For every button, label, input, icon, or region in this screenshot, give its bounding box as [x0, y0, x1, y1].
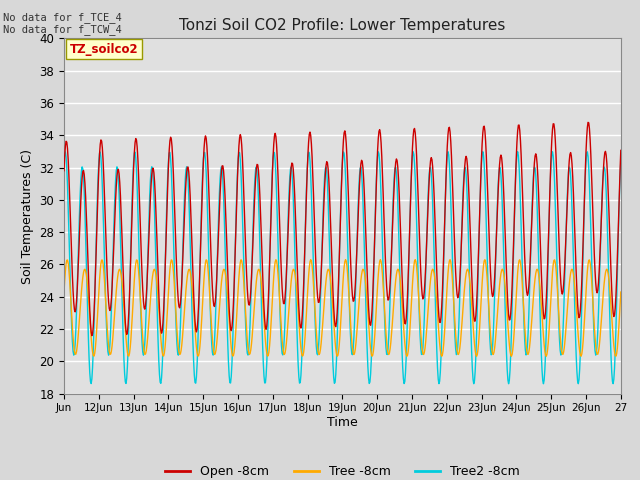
Tree2 -8cm — [398, 347, 406, 353]
Line: Tree -8cm: Tree -8cm — [64, 260, 621, 356]
Tree -8cm — [484, 284, 492, 290]
Open -8cm — [399, 288, 406, 294]
Legend: Open -8cm, Tree -8cm, Tree2 -8cm: Open -8cm, Tree -8cm, Tree2 -8cm — [159, 460, 525, 480]
Tree -8cm — [473, 353, 481, 359]
Open -8cm — [60, 168, 68, 174]
Tree2 -8cm — [540, 381, 547, 386]
Open -8cm — [415, 233, 423, 239]
Tree -8cm — [94, 301, 102, 307]
Line: Tree2 -8cm: Tree2 -8cm — [64, 152, 621, 384]
Tree -8cm — [399, 310, 406, 316]
Tree -8cm — [617, 289, 625, 295]
Y-axis label: Soil Temperatures (C): Soil Temperatures (C) — [20, 148, 34, 284]
Line: Open -8cm: Open -8cm — [64, 122, 621, 336]
Open -8cm — [540, 316, 548, 322]
Tree2 -8cm — [541, 367, 548, 373]
Tree -8cm — [376, 257, 384, 263]
Text: No data for f_TCE_4
No data for f_TCW_4: No data for f_TCE_4 No data for f_TCW_4 — [3, 12, 122, 36]
Tree -8cm — [415, 307, 423, 313]
Tree -8cm — [384, 350, 392, 356]
Text: TZ_soilco2: TZ_soilco2 — [70, 43, 138, 56]
Tree -8cm — [60, 289, 68, 295]
Tree2 -8cm — [60, 159, 68, 165]
X-axis label: Time: Time — [327, 416, 358, 429]
Open -8cm — [88, 333, 96, 338]
Open -8cm — [584, 120, 592, 125]
Tree -8cm — [541, 348, 548, 354]
Open -8cm — [617, 147, 625, 153]
Tree2 -8cm — [483, 247, 491, 253]
Tree2 -8cm — [617, 159, 625, 165]
Open -8cm — [384, 297, 392, 303]
Tree2 -8cm — [479, 149, 486, 155]
Open -8cm — [95, 166, 102, 171]
Title: Tonzi Soil CO2 Profile: Lower Temperatures: Tonzi Soil CO2 Profile: Lower Temperatur… — [179, 18, 506, 33]
Open -8cm — [483, 170, 491, 176]
Tree2 -8cm — [383, 352, 391, 358]
Tree2 -8cm — [415, 294, 422, 300]
Tree2 -8cm — [94, 172, 102, 178]
